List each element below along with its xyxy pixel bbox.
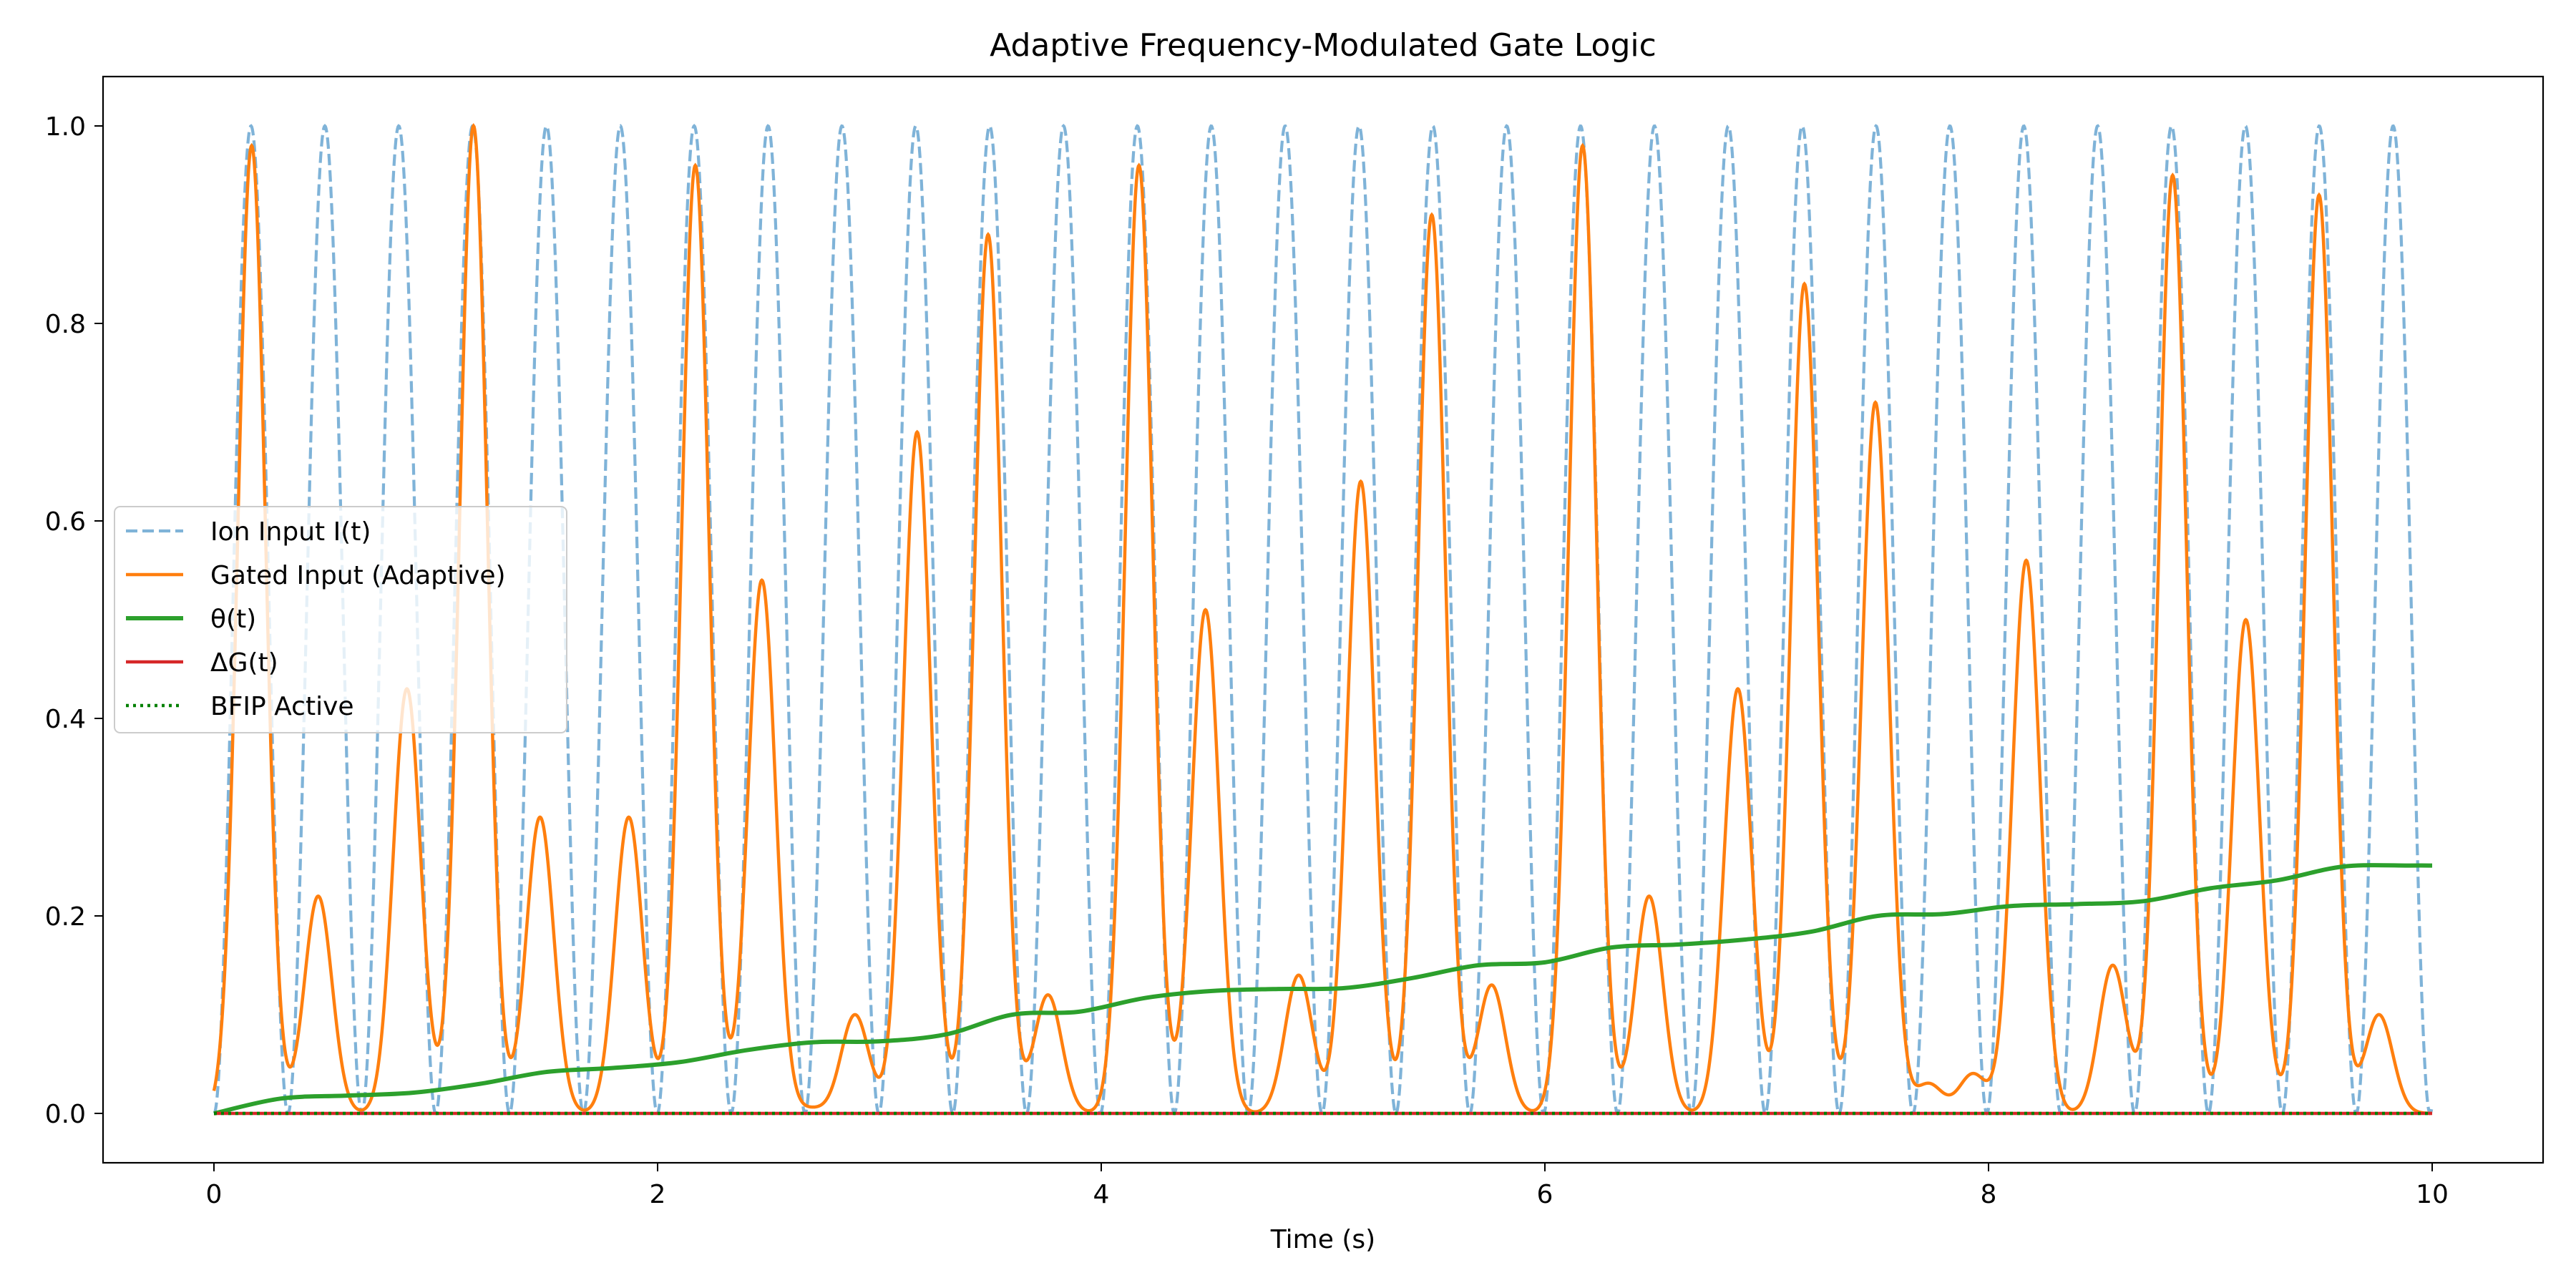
y-tick-label: 0.2 bbox=[45, 902, 86, 932]
x-tick-label: 8 bbox=[1981, 1180, 1997, 1209]
plot-frame bbox=[102, 75, 2545, 1164]
x-axis: 0 2 4 6 8 10 bbox=[206, 1163, 2449, 1209]
x-tick-label: 2 bbox=[650, 1180, 666, 1209]
y-tick-label: 0.8 bbox=[45, 310, 86, 339]
y-tick-label: 0.6 bbox=[45, 507, 86, 537]
y-axis: 0.0 0.2 0.4 0.6 0.8 1.0 bbox=[45, 112, 103, 1129]
plot-area bbox=[102, 75, 2545, 1164]
x-tick-label: 10 bbox=[2416, 1180, 2449, 1209]
legend-label: Gated Input (Adaptive) bbox=[210, 561, 506, 590]
legend-label: BFIP Active bbox=[210, 692, 354, 721]
legend-box bbox=[114, 506, 567, 733]
x-axis-label: Time (s) bbox=[1270, 1225, 1375, 1254]
y-tick-label: 1.0 bbox=[45, 112, 86, 142]
x-tick-label: 4 bbox=[1093, 1180, 1110, 1209]
series-gated-input bbox=[212, 123, 2433, 1116]
chart-title: Adaptive Frequency-Modulated Gate Logic bbox=[990, 27, 1657, 64]
x-tick-label: 0 bbox=[206, 1180, 223, 1209]
legend-label: Ion Input I(t) bbox=[210, 517, 371, 547]
legend: Ion Input I(t) Gated Input (Adaptive) θ(t)… bbox=[114, 506, 567, 733]
y-tick-label: 0.4 bbox=[45, 705, 86, 734]
series-theta bbox=[213, 863, 2433, 1116]
legend-items: Ion Input I(t) Gated Input (Adaptive) θ(t)… bbox=[126, 517, 506, 721]
legend-label: ΔG(t) bbox=[210, 648, 278, 678]
x-tick-label: 6 bbox=[1537, 1180, 1553, 1209]
legend-label: θ(t) bbox=[210, 605, 256, 634]
series-layer bbox=[212, 123, 2434, 1116]
y-tick-label: 0.0 bbox=[45, 1100, 86, 1129]
